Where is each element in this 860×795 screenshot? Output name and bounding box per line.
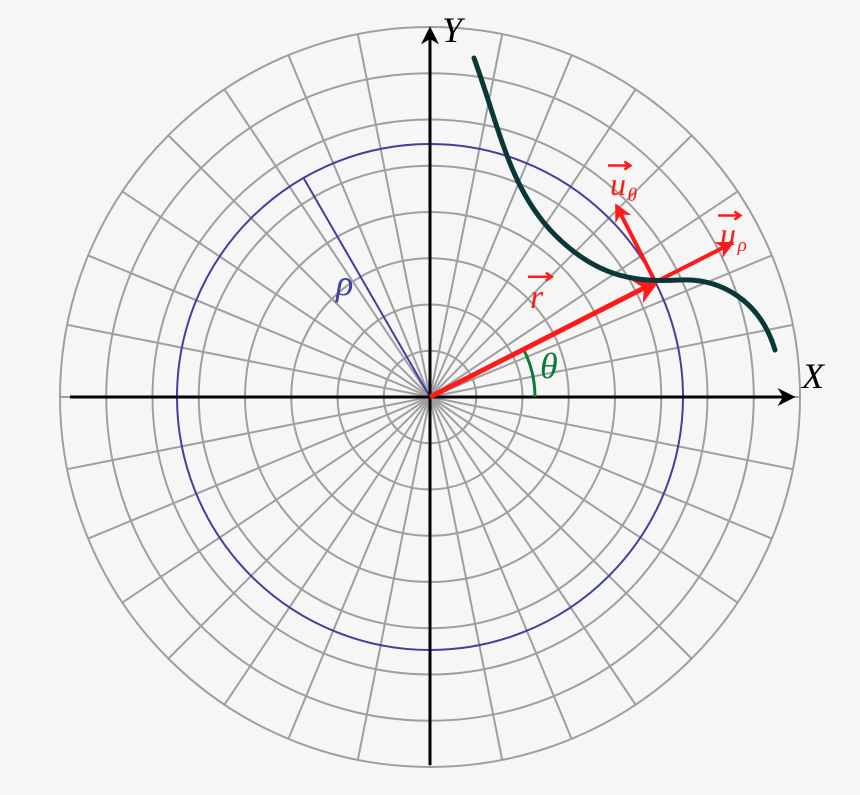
u-theta-label-sub: θ — [628, 185, 637, 206]
diagram-svg: XYρθruρuθ — [0, 0, 860, 795]
polar-coordinates-diagram: XYρθruρuθ — [0, 0, 860, 795]
x-axis-label: X — [800, 356, 826, 396]
u-rho-label-sub: ρ — [737, 235, 747, 256]
theta-label: θ — [540, 346, 558, 386]
r-vector-label-text: r — [530, 279, 544, 316]
u-theta-label-text: u — [610, 166, 626, 202]
rho-label: ρ — [335, 263, 353, 303]
u-rho-label-text: u — [720, 216, 736, 252]
